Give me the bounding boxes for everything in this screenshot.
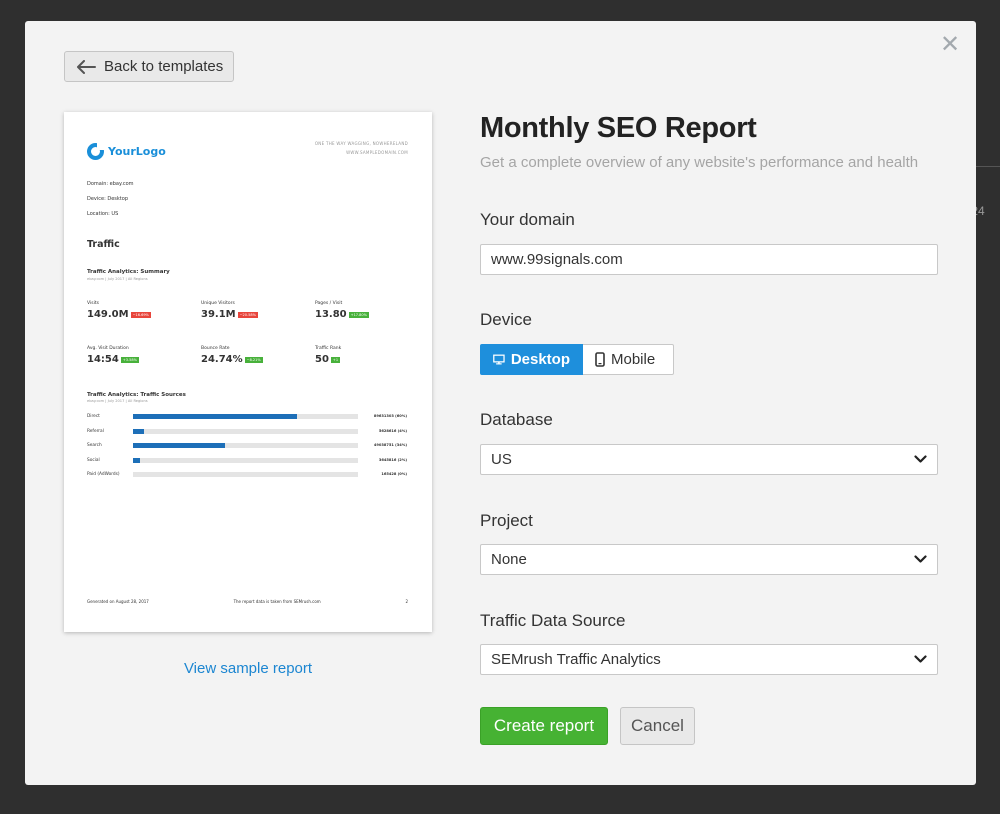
- preview-source-track: [133, 443, 358, 448]
- database-label: Database: [480, 410, 553, 429]
- domain-label: Your domain: [480, 210, 575, 229]
- preview-source-bar: [133, 443, 226, 448]
- traffic-source-select[interactable]: SEMrush Traffic Analytics: [480, 644, 938, 675]
- preview-summary-sub: ebay.com | July 2017 | All Regions: [87, 277, 148, 281]
- chevron-down-icon: [914, 455, 927, 463]
- page-title: Monthly SEO Report: [480, 112, 757, 144]
- traffic-source-label: Traffic Data Source: [480, 611, 626, 630]
- preview-source-track: [133, 428, 358, 434]
- preview-metric: Pages / Visit 13.80 +17.80%: [315, 301, 369, 320]
- preview-metric: Bounce Rate 24.74% −8.21%: [201, 346, 263, 365]
- preview-address: ONE THE WAY WAGGING, NOWHERELAND WWW.SAM…: [314, 141, 408, 155]
- preview-source-value: 3645816 (2%): [378, 457, 407, 462]
- back-to-templates-button[interactable]: Back to templates: [64, 51, 235, 82]
- preview-source-row: Paid (AdWords) 165428 (0%): [87, 470, 407, 485]
- desktop-icon: [493, 354, 505, 365]
- device-toggle: Desktop Mobile: [480, 344, 674, 375]
- preview-source-label: Search: [87, 443, 102, 448]
- domain-input[interactable]: www.99signals.com: [480, 244, 938, 275]
- preview-sources-title: Traffic Analytics: Traffic Sources: [87, 392, 186, 398]
- device-mobile-button[interactable]: Mobile: [583, 344, 674, 375]
- preview-metric: Traffic Rank 50 +1: [315, 346, 342, 365]
- chevron-down-icon: [914, 555, 927, 563]
- database-select[interactable]: US: [480, 444, 938, 475]
- preview-sources-sub: ebay.com | July 2017 | All Regions: [87, 399, 148, 403]
- create-report-button[interactable]: Create report: [480, 707, 608, 745]
- preview-metric: Unique Visitors 39.1M −20.58%: [201, 301, 258, 320]
- preview-source-label: Direct: [87, 414, 100, 419]
- preview-source-value: 165428 (0%): [381, 472, 407, 476]
- preview-section-title: Traffic: [87, 239, 120, 250]
- background-divider: [976, 166, 1000, 167]
- project-select[interactable]: None: [480, 544, 938, 575]
- back-button-label: Back to templates: [104, 58, 224, 75]
- report-preview-thumbnail: YourLogo ONE THE WAY WAGGING, NOWHERELAN…: [64, 112, 432, 632]
- preview-source-bar: [133, 428, 145, 434]
- project-label: Project: [480, 511, 533, 530]
- chevron-down-icon: [914, 655, 927, 663]
- preview-source-track: [133, 414, 358, 419]
- logo-ring-icon: [87, 143, 104, 160]
- preview-source-label: Paid (AdWords): [87, 472, 120, 477]
- preview-metric: Visits 149.0M −16.69%: [87, 301, 151, 320]
- preview-source-track: [133, 472, 358, 477]
- mobile-icon: [595, 352, 605, 367]
- preview-meta: Domain: ebay.com Device: Desktop Locatio…: [87, 181, 134, 217]
- preview-source-row: Referral 5628616 (4%): [87, 427, 407, 442]
- preview-source-row: Search 49038751 (34%): [87, 441, 407, 456]
- device-label: Device: [480, 310, 532, 329]
- device-desktop-button[interactable]: Desktop: [480, 344, 583, 375]
- close-icon[interactable]: ✕: [939, 31, 961, 58]
- preview-source-value: 89631303 (60%): [373, 414, 407, 418]
- preview-metric: Avg. Visit Duration 14:54 +3.58%: [87, 346, 139, 365]
- preview-source-value: 5628616 (4%): [378, 428, 407, 433]
- preview-source-track: [133, 457, 358, 463]
- preview-source-bar: [133, 414, 298, 419]
- preview-logo: YourLogo: [87, 143, 166, 160]
- preview-source-label: Referral: [87, 428, 104, 434]
- preview-source-value: 49038751 (34%): [373, 443, 407, 447]
- cancel-button[interactable]: Cancel: [620, 707, 695, 745]
- preview-source-label: Social: [87, 457, 100, 463]
- preview-source-row: Direct 89631303 (60%): [87, 412, 407, 427]
- arrow-left-icon: [77, 59, 96, 74]
- preview-source-bar: [133, 457, 140, 463]
- preview-footer: Generated on August 28, 2017 The report …: [87, 599, 408, 604]
- preview-sources-list: Direct 89631303 (60%) Referral 5628616 (4%)…: [87, 412, 407, 485]
- create-report-modal: ✕ Back to templates YourLogo ONE THE WAY…: [25, 21, 976, 785]
- page-subtitle: Get a complete overview of any website's…: [480, 154, 919, 171]
- view-sample-report-link[interactable]: View sample report: [183, 660, 313, 677]
- preview-summary-title: Traffic Analytics: Summary: [87, 269, 170, 275]
- preview-source-row: Social 3645816 (2%): [87, 456, 407, 471]
